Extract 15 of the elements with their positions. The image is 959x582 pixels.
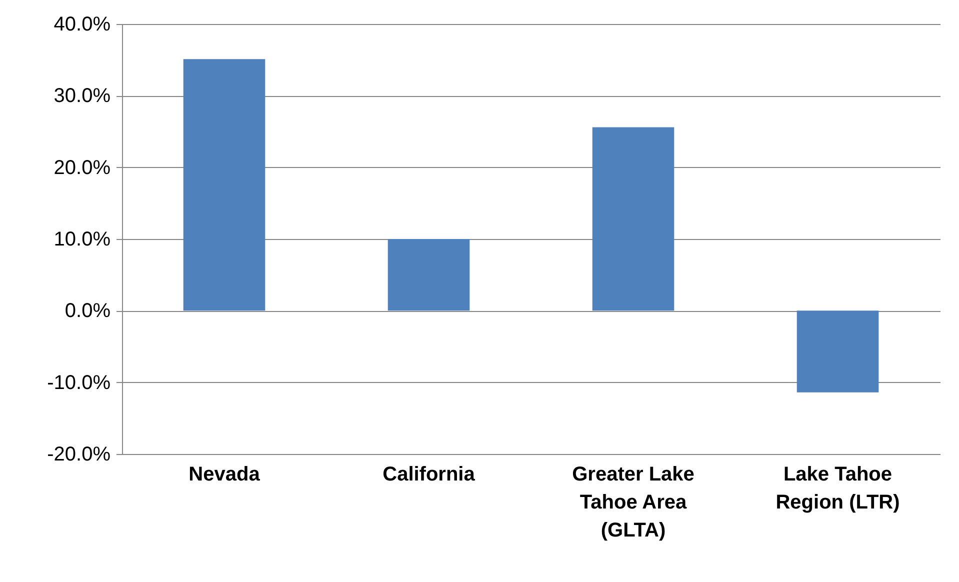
y-tick-label: -20.0% bbox=[47, 444, 111, 466]
y-tick-label: 20.0% bbox=[54, 156, 111, 179]
y-tick-label: 10.0% bbox=[54, 228, 111, 250]
y-tick-label: 30.0% bbox=[54, 85, 111, 108]
x-tick-label: California bbox=[382, 464, 476, 486]
bar bbox=[796, 310, 879, 392]
y-tick-label: -10.0% bbox=[47, 372, 111, 394]
x-tick-label: Lake Tahoe Region (LTR) bbox=[776, 464, 900, 514]
bar bbox=[388, 239, 470, 311]
x-tick-label: Greater Lake Tahoe Area (GLTA) bbox=[572, 464, 694, 542]
y-tick-label: 40.0% bbox=[54, 14, 111, 36]
y-tick-label: 0.0% bbox=[64, 300, 111, 322]
bar bbox=[183, 59, 266, 311]
x-tick-label: Nevada bbox=[188, 464, 261, 486]
bar bbox=[592, 127, 674, 311]
